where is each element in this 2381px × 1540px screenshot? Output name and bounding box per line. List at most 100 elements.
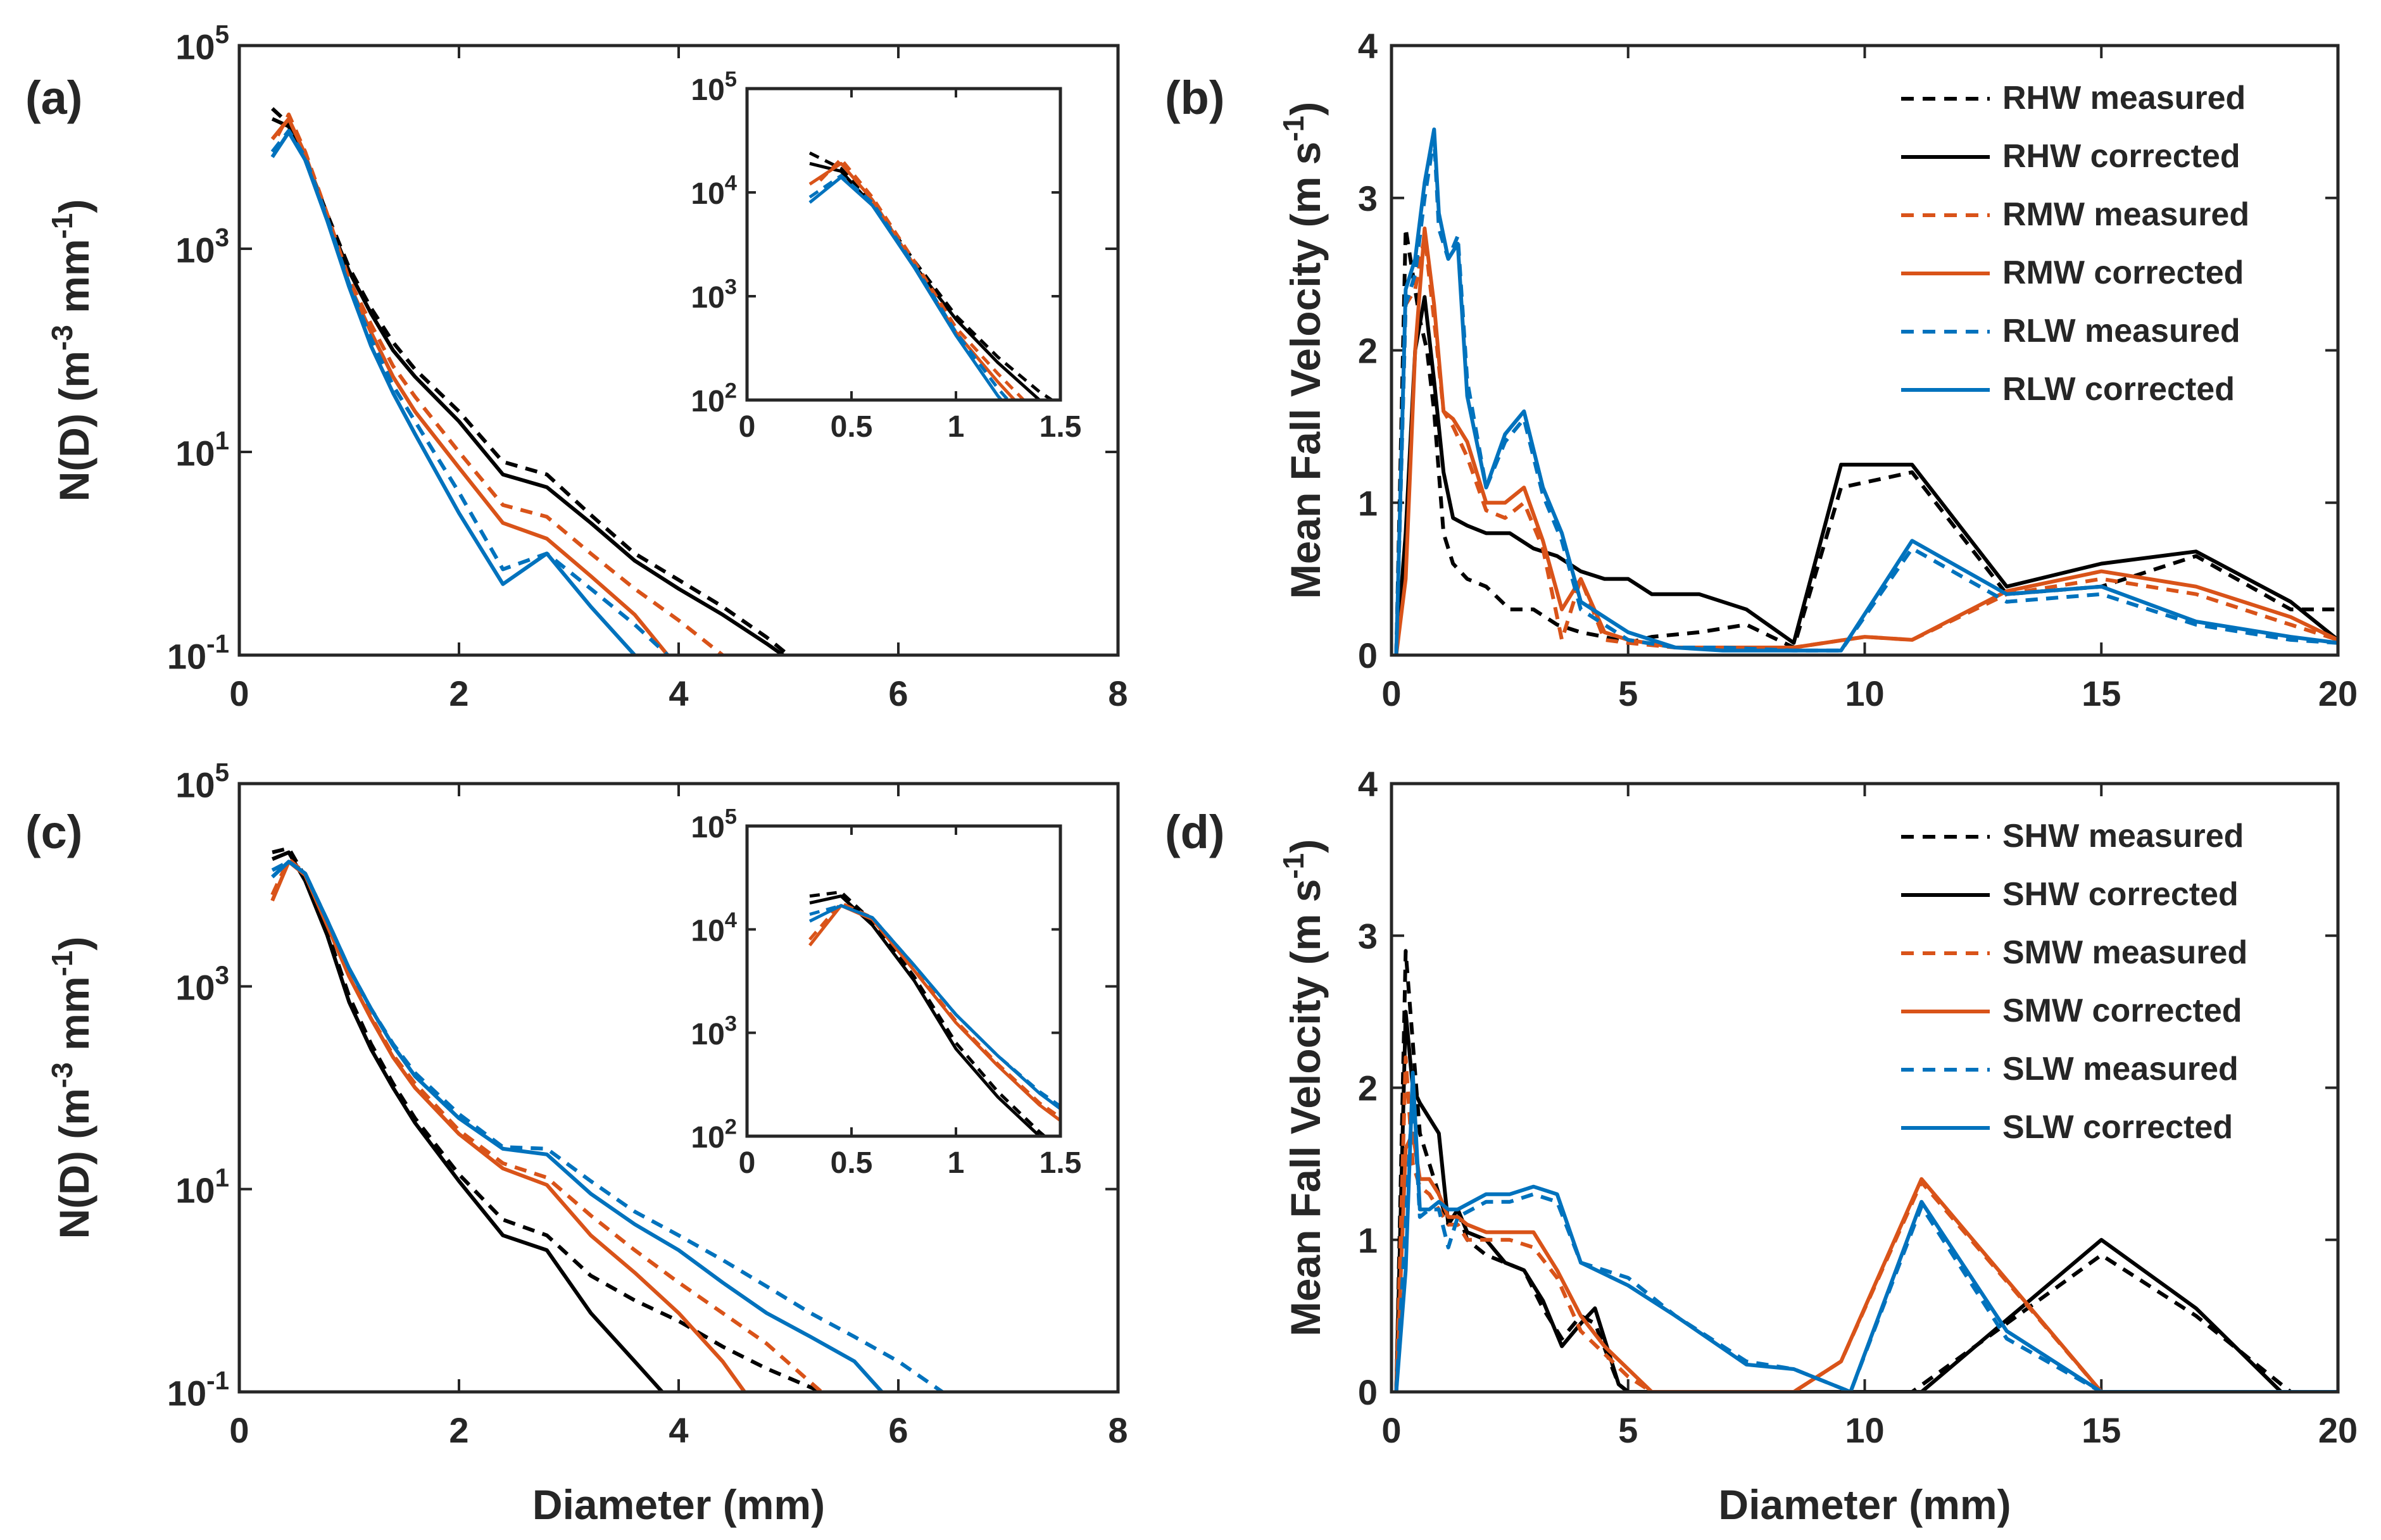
c-ytick-label: 10-1	[167, 1366, 229, 1413]
inset-bg-a	[747, 89, 1060, 400]
b-xtick-label: 15	[2082, 673, 2121, 713]
a-xtick-label: 6	[888, 673, 908, 713]
panel-label-d: (d)	[1165, 806, 1225, 858]
c-inset-xtick-label: 0	[739, 1146, 756, 1180]
d-ytick-label: 0	[1358, 1372, 1378, 1412]
a-main-series-rhw-measured	[271, 107, 790, 655]
c-xtick-label: 4	[669, 1410, 688, 1450]
b-ytick-label: 4	[1358, 26, 1378, 66]
c-main-series-smw-measured	[270, 857, 823, 1392]
c-xtick-label: 2	[449, 1410, 468, 1450]
c-xtick-label: 0	[229, 1410, 249, 1450]
d-main-series-smw-measured	[1394, 1055, 2338, 1392]
c-main-series-smw-corrected	[270, 860, 746, 1392]
legend-entry-label: RMW corrected	[2002, 254, 2244, 291]
b-ytick-label: 2	[1358, 331, 1378, 371]
legend-entry-label: RLW corrected	[2002, 371, 2235, 408]
b-xtick-label: 0	[1381, 673, 1401, 713]
a-inset-ytick-label: 105	[691, 68, 737, 108]
c-ytick-label: 103	[175, 960, 229, 1007]
d-xtick-label: 0	[1381, 1410, 1401, 1450]
panel-a: (a) 0 2 4 6 8 10-1 101 103 105 N(D) (m-3 mm-1) 0 0.5…	[25, 20, 1128, 713]
legend-entry-label: SHW corrected	[2002, 876, 2239, 913]
d-ytick-label: 2	[1358, 1068, 1378, 1108]
axes-frame-d	[1390, 782, 2340, 1394]
b-main-series-rhw-corrected	[1394, 295, 2338, 655]
d-main-series-slw-corrected	[1394, 1070, 2338, 1392]
c-main-series-shw-corrected	[271, 850, 664, 1392]
a-xtick-label: 8	[1108, 673, 1128, 713]
c-xtick-label: 8	[1108, 1410, 1128, 1450]
d-main-series-shw-measured	[1394, 949, 2338, 1392]
a-xtick-label: 2	[449, 673, 468, 713]
c-ytick-label: 101	[175, 1163, 229, 1210]
legend-entry-label: RHW corrected	[2002, 138, 2240, 175]
c-inset-series-shw-corrected	[809, 894, 1042, 1136]
legend-entry-label: RMW measured	[2002, 196, 2249, 233]
panel-c: (c) 0 2 4 6 8 10-1 101 103 105 N(D) (m-3 mm-1) Diam…	[25, 758, 1128, 1528]
d-xtick-label: 20	[2318, 1410, 2358, 1450]
a-ytick-label: 10-1	[167, 629, 229, 676]
legend-entry-label: SLW corrected	[2002, 1109, 2233, 1146]
c-inset-ytick-label: 102	[691, 1115, 737, 1155]
d-ytick-label: 4	[1358, 764, 1378, 804]
b-xtick-label: 5	[1618, 673, 1638, 713]
a-inset-xtick-label: 0.5	[831, 410, 873, 444]
axes-frame-a	[237, 44, 1120, 657]
b-xtick-label: 10	[1845, 673, 1884, 713]
panel-label-b: (b)	[1165, 72, 1225, 124]
c-inset-ytick-label: 105	[691, 805, 737, 845]
d-main-series-shw-corrected	[1394, 1010, 2338, 1392]
a-main-series-rmw-corrected	[270, 116, 670, 655]
c-inset-xtick-label: 0.5	[831, 1146, 873, 1180]
a-ytick-label: 101	[175, 426, 229, 473]
legend-entry-label: SMW measured	[2002, 934, 2247, 971]
a-inset-ytick-label: 102	[691, 379, 737, 419]
panel-d: (d) 0 5 10 15 20 0 1 2 3 4 Mean Fall Velocity (m s-…	[1165, 764, 2358, 1528]
c-inset-series-smw-corrected	[808, 904, 1060, 1123]
a-inset-ytick-label: 104	[691, 172, 737, 211]
d-main-series-smw-corrected	[1394, 1131, 2338, 1392]
inset-a: 0 0.5 1 1.5 102 103 104 105	[691, 68, 1081, 444]
legend-d: SHW measured SHW corrected SMW measured SMW…	[1901, 818, 2247, 1146]
b-ytick-label: 1	[1358, 483, 1378, 523]
legend-entry-label: RHW measured	[2002, 80, 2246, 116]
b-xtick-label: 20	[2318, 673, 2358, 713]
inset-bg-c	[747, 826, 1060, 1136]
d-ytick-label: 1	[1358, 1220, 1378, 1260]
legend-entry-label: RLW measured	[2002, 313, 2240, 349]
c-main-series-shw-measured	[272, 846, 822, 1392]
ylabel-b: Mean Fall Velocity (m s-1)	[1277, 102, 1329, 599]
d-xtick-label: 10	[1845, 1410, 1884, 1450]
inset-c: 0 0.5 1 1.5 102 103 104 105	[691, 805, 1081, 1180]
b-main-series-rhw-measured	[1394, 226, 2338, 655]
d-xtick-label: 5	[1618, 1410, 1638, 1450]
xlabel-c: Diameter (mm)	[532, 1481, 825, 1528]
a-main-series-rlw-corrected	[270, 130, 636, 655]
a-inset-xtick-label: 1	[948, 410, 965, 444]
a-ytick-label: 103	[175, 223, 229, 270]
b-main-series-rmw-corrected	[1394, 226, 2338, 655]
ylabel-d: Mean Fall Velocity (m s-1)	[1277, 839, 1329, 1336]
axes-frame-b	[1390, 44, 2340, 657]
ylabel-a: N(D) (m-3 mm-1)	[46, 199, 97, 502]
c-inset-ytick-label: 104	[691, 908, 737, 948]
c-inset-series-shw-measured	[809, 890, 1047, 1136]
b-main-series-rmw-measured	[1394, 234, 2338, 655]
ylabel-c: N(D) (m-3 mm-1)	[46, 937, 97, 1239]
inset-frame-a	[745, 87, 1062, 402]
b-ytick-label: 3	[1358, 178, 1378, 218]
legend-entry-label: SHW measured	[2002, 818, 2244, 855]
legend-entry-label: SMW corrected	[2002, 992, 2242, 1029]
c-ytick-label: 105	[175, 758, 229, 804]
panel-b: (b) 0 5 10 15 20 0 1 2 3 4 Mean Fall Velocity (m s-…	[1165, 26, 2358, 713]
b-main-series-rlw-measured	[1394, 135, 2338, 655]
a-xtick-label: 4	[669, 673, 688, 713]
inset-frame-c	[745, 824, 1062, 1138]
c-main-series-slw-measured	[271, 860, 944, 1392]
a-inset-series-rlw-corrected	[808, 175, 1004, 400]
b-ytick-label: 0	[1358, 635, 1378, 675]
c-inset-ytick-label: 103	[691, 1011, 737, 1051]
a-main-series-rlw-measured	[270, 128, 669, 655]
